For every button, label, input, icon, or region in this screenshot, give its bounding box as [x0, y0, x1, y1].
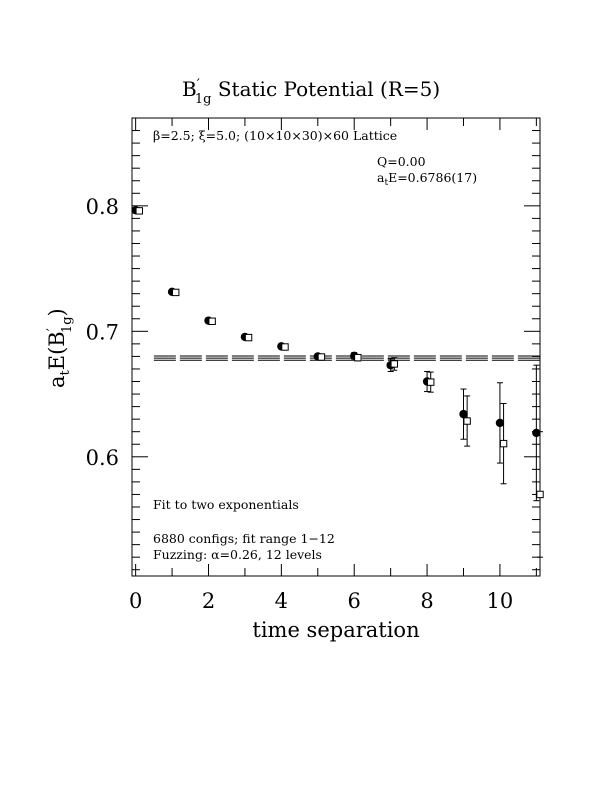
data-point-square	[208, 317, 216, 325]
y-tick-label: 0.7	[86, 320, 119, 344]
data-marks	[131, 206, 544, 558]
data-point-square	[463, 417, 471, 425]
data-point-square	[244, 333, 253, 342]
data-point-square	[427, 378, 435, 386]
x-tick-label: 6	[348, 589, 361, 613]
y-tick-label: 0.8	[86, 195, 119, 219]
configs-label: 6880 configs; fit range 1−12	[153, 531, 335, 546]
x-tick-label: 4	[275, 589, 288, 613]
data-point-square	[390, 360, 398, 368]
fuzzing-label: Fuzzing: α=0.26, 12 levels	[153, 547, 322, 562]
y-axis-label: atE(B′1g)	[45, 308, 75, 388]
data-point-square	[354, 353, 362, 362]
data-point-square	[281, 343, 289, 351]
chart-title: B′ 1g Static Potential (R=5)	[182, 77, 440, 107]
data-point-circle	[495, 418, 505, 428]
data-point-square	[172, 288, 180, 297]
x-tick-label: 8	[420, 589, 433, 613]
data-point-square	[317, 353, 326, 361]
data-point-circle	[459, 409, 468, 419]
x-tick-label: 0	[129, 589, 142, 613]
data-point-square	[135, 207, 143, 215]
x-tick-label: 10	[487, 589, 514, 613]
x-tick-label: 2	[202, 589, 215, 613]
data-point-square	[536, 490, 544, 499]
data-point-square	[499, 439, 508, 448]
lattice-note: β=2.5; ξ=5.0; (10×10×30)×60 Lattice	[153, 128, 397, 143]
energy-label: atE=0.6786(17)	[377, 170, 477, 188]
y-tick-label: 0.6	[86, 446, 119, 470]
data-point-circle	[532, 428, 541, 438]
q-label: Q=0.00	[377, 154, 426, 169]
fit-band	[153, 355, 540, 361]
axis-tick-labels: 0 2 4 6 8 10 0.6 0.7 0.8	[86, 195, 514, 613]
fit-label: Fit to two exponentials	[153, 497, 299, 512]
x-axis-label: time separation	[252, 618, 419, 642]
plot-frame	[131, 117, 541, 577]
